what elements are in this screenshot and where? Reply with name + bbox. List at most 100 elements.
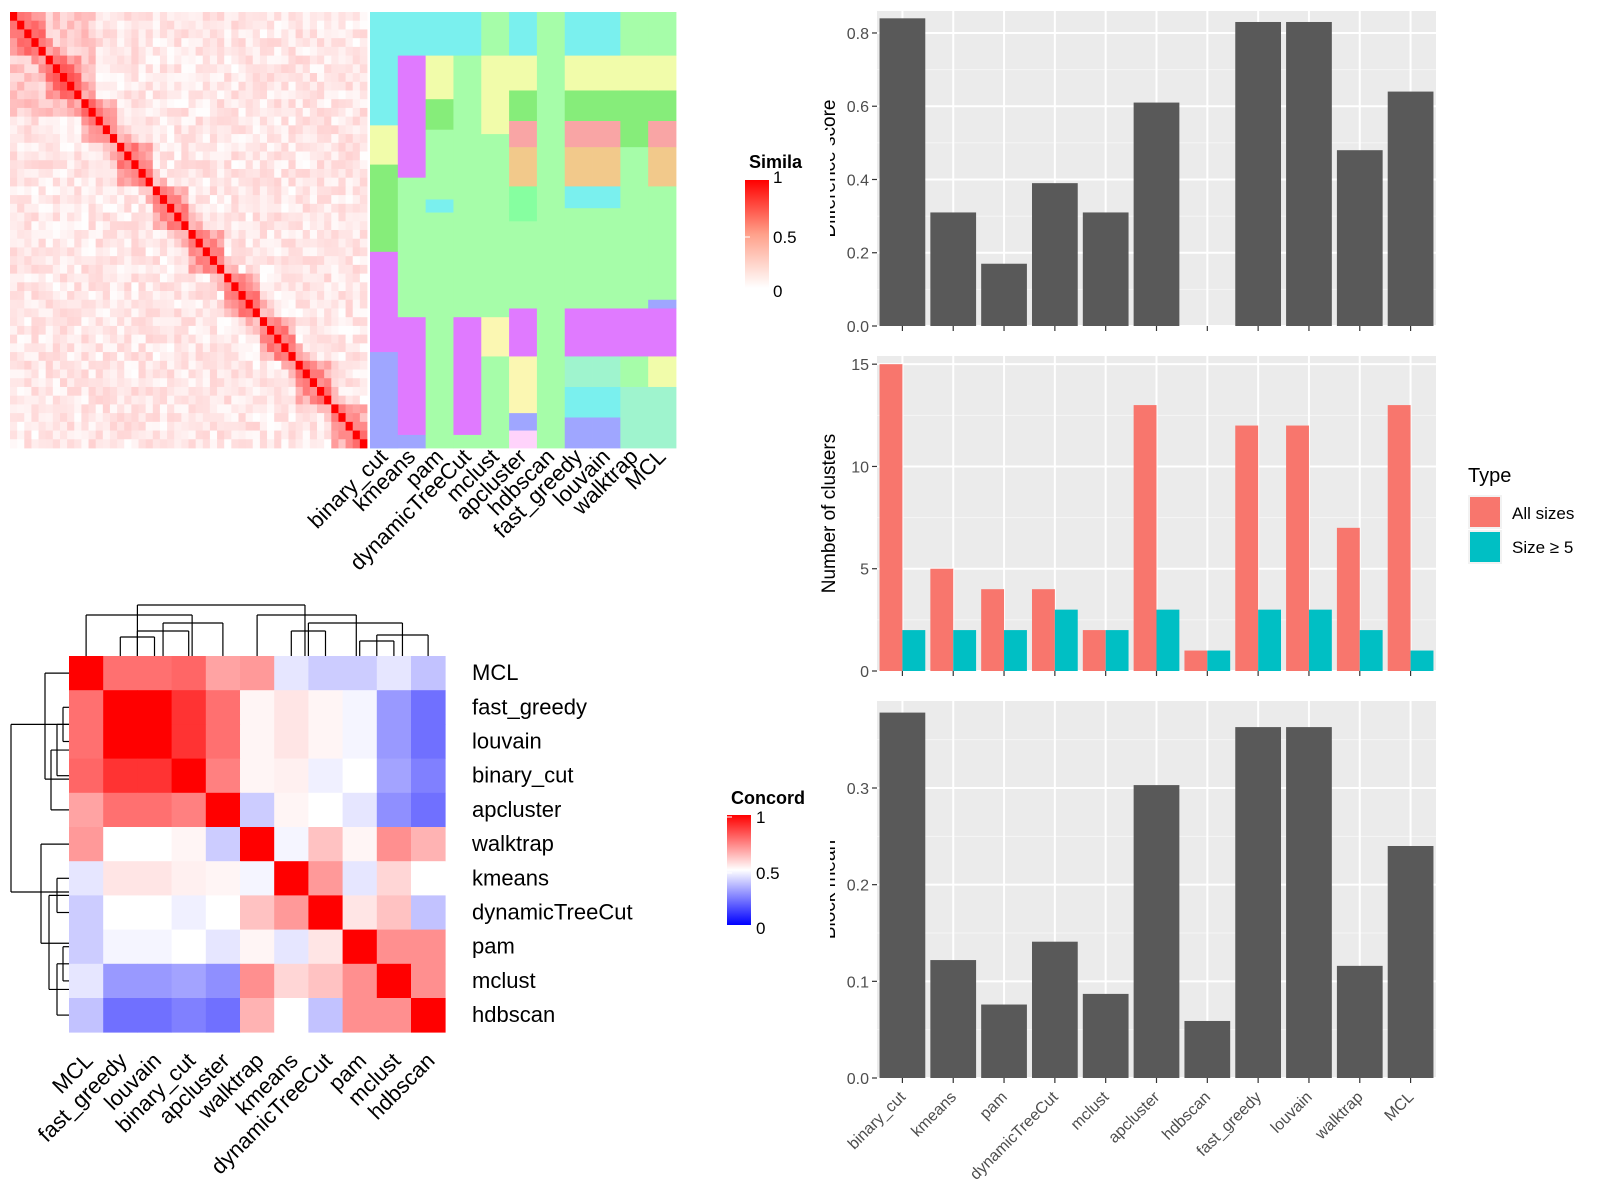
bar <box>1286 21 1332 326</box>
similarity-cell <box>145 142 154 152</box>
cluster-cell <box>509 308 538 357</box>
similarity-cell <box>324 325 332 336</box>
similarity-cell <box>352 134 361 144</box>
similarity-cell <box>188 212 197 222</box>
similarity-cell <box>267 142 275 152</box>
similarity-cell <box>188 404 197 414</box>
similarity-cell <box>124 395 132 405</box>
similarity-cell <box>117 413 125 423</box>
similarity-cell <box>124 38 132 48</box>
similarity-cell <box>45 81 54 91</box>
similarity-cell <box>252 221 261 231</box>
concordance-cell <box>137 929 172 965</box>
similarity-cell <box>38 352 47 362</box>
similarity-cell <box>59 55 68 65</box>
concordance-cell <box>308 827 343 862</box>
similarity-cell <box>59 395 68 405</box>
similarity-cell <box>252 73 261 83</box>
similarity-cell <box>224 273 232 283</box>
similarity-cell <box>259 99 268 109</box>
similarity-cell <box>52 186 61 196</box>
concordance-cell <box>240 690 275 725</box>
similarity-cell <box>302 142 311 152</box>
similarity-cell <box>274 264 282 274</box>
similarity-cell <box>59 230 68 240</box>
similarity-cell <box>324 20 332 30</box>
similarity-cell <box>95 46 104 56</box>
similarity-cell <box>59 413 68 423</box>
similarity-cell <box>267 20 275 30</box>
bar <box>1133 102 1180 327</box>
similarity-cell <box>252 151 261 161</box>
similarity-cell <box>167 212 175 222</box>
similarity-cell <box>152 221 161 231</box>
similarity-cell <box>345 439 354 449</box>
similarity-cell <box>345 369 354 379</box>
similarity-cell <box>74 125 82 135</box>
similarity-cell <box>338 395 346 405</box>
cluster-cell <box>564 90 593 122</box>
similarity-cell <box>95 81 104 91</box>
similarity-cell <box>159 378 168 388</box>
similarity-cell <box>59 256 68 266</box>
similarity-cell <box>95 299 104 309</box>
similarity-cell <box>167 386 175 397</box>
similarity-cell <box>67 64 75 74</box>
similarity-cell <box>159 168 168 179</box>
similarity-cell <box>95 256 104 266</box>
similarity-cell <box>10 273 18 283</box>
similarity-cell <box>74 168 82 179</box>
similarity-cell <box>159 325 168 336</box>
similarity-cell <box>67 29 75 39</box>
similarity-cell <box>274 116 282 126</box>
similarity-cell <box>174 160 182 170</box>
similarity-cell <box>224 81 232 91</box>
similarity-cell <box>174 29 182 39</box>
similarity-cell <box>159 395 168 405</box>
similarity-cell <box>74 369 82 379</box>
similarity-cell <box>117 99 125 109</box>
similarity-cell <box>109 238 118 248</box>
similarity-cell <box>31 55 39 65</box>
similarity-cell <box>181 238 189 248</box>
similarity-cell <box>231 203 239 213</box>
similarity-cell <box>117 325 125 336</box>
similarity-cell <box>274 55 282 65</box>
similarity-cell <box>309 81 318 91</box>
bar <box>1184 1020 1231 1078</box>
similarity-cell <box>231 238 239 248</box>
similarity-cell <box>217 360 225 370</box>
similarity-cell <box>10 421 18 431</box>
similarity-cell <box>359 116 368 126</box>
similarity-cell <box>45 38 54 48</box>
similarity-cell <box>217 282 225 292</box>
similarity-cell <box>109 134 118 144</box>
similarity-cell <box>109 46 118 56</box>
similarity-cell <box>274 334 282 344</box>
similarity-cell <box>81 413 89 423</box>
similarity-cell <box>209 46 218 56</box>
similarity-cell <box>181 291 189 301</box>
similarity-cell <box>274 439 282 449</box>
similarity-cell <box>117 151 125 161</box>
cluster-assignment-grid: binary_cutkmeanspamdynamicTreeCutmclusta… <box>303 12 677 575</box>
similarity-cell <box>17 352 25 362</box>
similarity-cell <box>209 299 218 309</box>
similarity-cell <box>252 439 261 449</box>
similarity-cell <box>217 38 225 48</box>
similarity-cell <box>338 421 346 431</box>
similarity-cell <box>274 273 282 283</box>
similarity-cell <box>38 221 47 231</box>
cluster-cell <box>397 177 427 318</box>
similarity-cell <box>17 256 25 266</box>
similarity-cell <box>188 55 197 65</box>
similarity-cell <box>359 439 368 449</box>
similarity-cell <box>195 264 204 274</box>
similarity-cell <box>274 151 282 161</box>
similarity-cell <box>167 325 175 336</box>
similarity-cell <box>38 404 47 414</box>
similarity-cell <box>238 282 247 292</box>
similarity-cell <box>138 430 147 440</box>
similarity-cell <box>102 168 111 179</box>
similarity-cell <box>345 334 354 344</box>
